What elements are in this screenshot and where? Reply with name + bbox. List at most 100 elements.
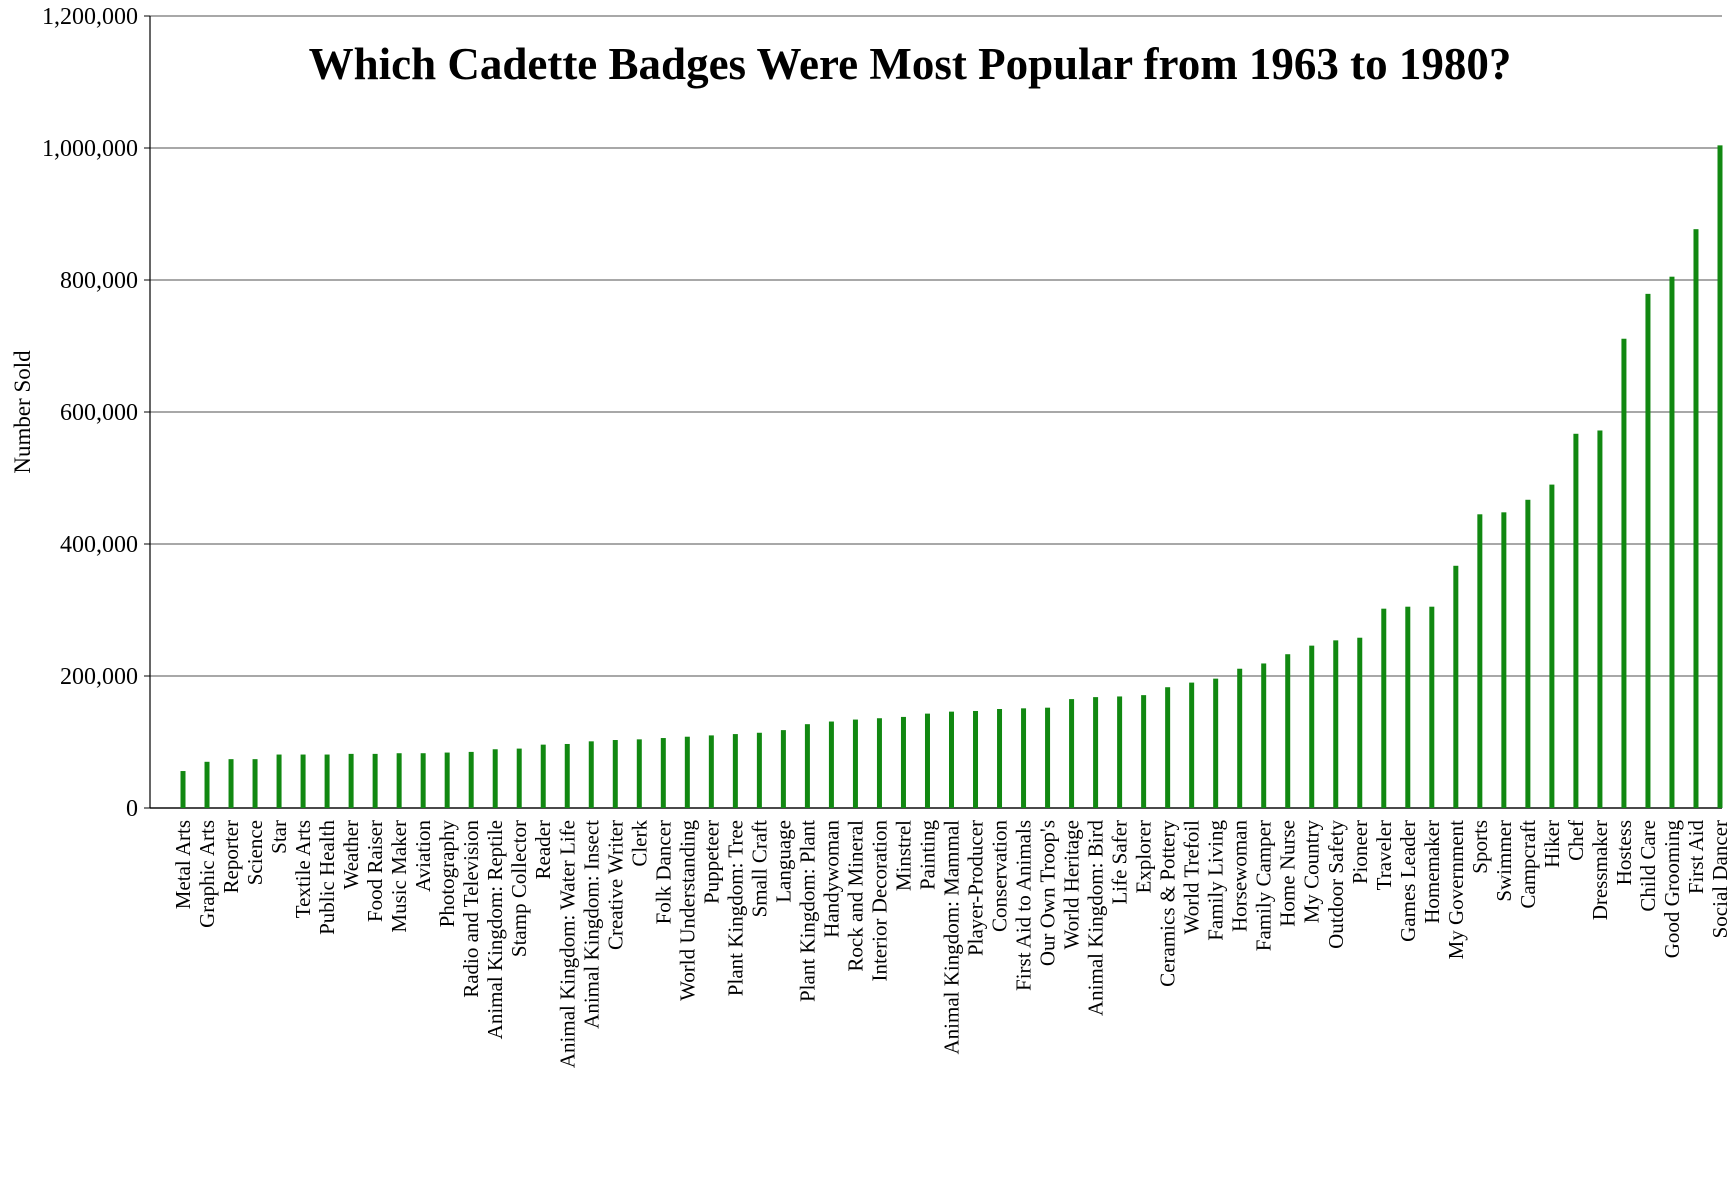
x-category-label: World Understanding (675, 820, 699, 1001)
x-category-label: Games Leader (1396, 820, 1420, 942)
bar (876, 718, 882, 808)
bar (1141, 695, 1147, 808)
x-category-label: First Aid (1684, 820, 1708, 895)
x-category-label: Weather (339, 820, 363, 889)
x-category-label: Homemaker (1420, 820, 1444, 924)
x-category-label: Textile Arts (291, 820, 315, 918)
x-category-label: Outdoor Safety (1324, 820, 1348, 949)
x-category-label: Minstrel (891, 820, 915, 891)
bar (900, 716, 906, 808)
x-category-label: Sports (1468, 820, 1492, 874)
bar (324, 754, 330, 808)
x-category-label: Graphic Arts (195, 820, 219, 928)
x-category-label: Hostess (1612, 820, 1636, 885)
bar (204, 761, 210, 808)
bar (1501, 512, 1507, 808)
x-category-label: Photography (435, 820, 459, 928)
bar (732, 734, 738, 808)
bar (1189, 682, 1195, 808)
bar (1021, 708, 1027, 808)
bar (1645, 293, 1651, 808)
x-category-label: Home Nurse (1276, 820, 1300, 927)
bar (588, 741, 594, 808)
bar (828, 721, 834, 808)
bar (1669, 276, 1675, 808)
bar (1045, 707, 1051, 808)
bar (973, 710, 979, 808)
x-category-label: Our Own Troop's (1036, 820, 1060, 966)
gridlines (150, 15, 1722, 809)
x-category-label: Handywoman (819, 820, 843, 938)
x-category-label: Interior Decoration (867, 820, 891, 982)
x-category-label: Hiker (1540, 820, 1564, 868)
bar (1477, 514, 1483, 808)
x-category-label: Creative Writer (603, 820, 627, 950)
y-tick-label: 400,000 (60, 532, 138, 558)
bar (1357, 637, 1363, 808)
bar (1717, 145, 1723, 809)
x-category-label: Animal Kingdom: Mammal (940, 820, 964, 1055)
bar (1165, 687, 1171, 808)
x-category-label: Folk Dancer (651, 820, 675, 924)
x-category-label: Social Dancer (1708, 820, 1727, 938)
bar (949, 711, 954, 808)
bar (516, 748, 522, 808)
x-category-label: Animal Kingdom: Reptile (483, 820, 507, 1039)
bars (180, 145, 1723, 809)
bar (300, 754, 306, 808)
y-tick-label: 600,000 (60, 400, 138, 426)
bar (396, 753, 402, 808)
bar (348, 753, 354, 808)
bar (252, 759, 258, 808)
x-category-label: Life Safer (1108, 820, 1132, 905)
x-category-label: Small Craft (747, 820, 771, 918)
bar (1429, 606, 1435, 808)
x-category-label: Family Camper (1252, 820, 1276, 951)
bar (1621, 338, 1627, 808)
y-tick-label: 1,200,000 (42, 4, 138, 30)
x-category-label: Radio and Television (459, 820, 483, 998)
bar (1285, 654, 1291, 808)
bar (1693, 229, 1699, 808)
bar (492, 749, 498, 808)
labels: 0 200,000 400,000 600,000 800,000 1,000,000 1,… (42, 4, 1727, 1068)
x-category-label: Child Care (1636, 820, 1660, 912)
x-category-label: Conservation (988, 820, 1012, 932)
x-category-label: Puppeteer (699, 820, 723, 904)
bar (1573, 433, 1579, 808)
bar (612, 740, 618, 808)
bar (804, 724, 810, 808)
y-tick-label: 1,000,000 (42, 136, 138, 162)
bar (564, 743, 570, 808)
bar (756, 732, 762, 808)
x-category-label: My Government (1444, 820, 1468, 960)
bar (1453, 565, 1459, 808)
x-category-label: Metal Arts (171, 820, 195, 909)
x-category-label: Traveler (1372, 820, 1396, 890)
x-category-label: Chef (1564, 820, 1588, 861)
x-category-label: World Heritage (1060, 820, 1084, 950)
bar (1261, 663, 1267, 808)
bar (924, 713, 930, 808)
bar (1405, 606, 1411, 808)
x-category-label: Music Maker (387, 820, 411, 933)
bar (180, 771, 186, 808)
x-category-label: Language (771, 820, 795, 903)
y-axis-title: Number Sold (10, 350, 35, 474)
x-category-label: Painting (915, 820, 939, 891)
bar (540, 744, 546, 808)
bar (852, 719, 858, 808)
x-category-label: Rock and Mineral (843, 820, 867, 972)
x-category-label: Food Raiser (363, 820, 387, 922)
bar (1117, 696, 1123, 808)
bar (780, 730, 786, 808)
x-category-label: Horsewoman (1228, 820, 1252, 932)
x-category-label: Star (267, 820, 291, 854)
bar (997, 709, 1003, 808)
x-category-label: Plant Kingdom: Tree (723, 820, 747, 996)
x-category-label: Animal Kingdom: Insect (579, 820, 603, 1029)
x-category-label: Pioneer (1348, 820, 1372, 884)
y-tick-label: 200,000 (60, 664, 138, 690)
